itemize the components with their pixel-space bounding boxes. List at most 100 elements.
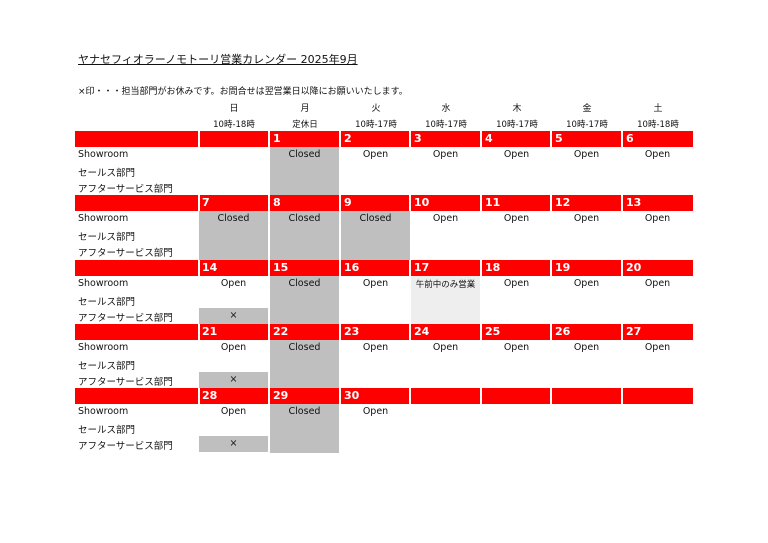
week-bar-divider <box>339 388 341 404</box>
date-number: 24 <box>414 325 430 338</box>
date-number: 14 <box>202 261 218 274</box>
week-bar-divider <box>409 131 411 147</box>
week-bar-divider <box>409 324 411 340</box>
week-bar-divider <box>550 195 552 211</box>
showroom-status: Open <box>220 406 247 417</box>
week-bar-divider <box>621 260 623 276</box>
week-bar-divider <box>480 388 482 404</box>
showroom-status: Closed <box>359 213 392 224</box>
week-bar-divider <box>198 260 200 276</box>
week-bar-divider <box>409 260 411 276</box>
date-number: 21 <box>202 325 218 338</box>
closed-cell <box>270 276 339 325</box>
week-bar-divider <box>198 324 200 340</box>
week-bar-divider <box>550 388 552 404</box>
showroom-status: Open <box>362 278 389 289</box>
row-label: アフターサービス部門 <box>78 248 173 259</box>
date-number: 6 <box>626 132 634 145</box>
row-label: セールス部門 <box>78 425 136 436</box>
day-name-header: 日 <box>229 104 239 114</box>
calendar-title: ヤナセフィオラーノモトーリ営業カレンダー 2025年9月 <box>78 53 358 66</box>
row-label: Showroom <box>78 406 129 417</box>
day-name-header: 水 <box>441 104 451 114</box>
week-bar-divider <box>480 324 482 340</box>
week-header-bar <box>75 324 693 340</box>
showroom-status: Open <box>503 342 530 353</box>
showroom-status: Closed <box>288 149 321 160</box>
after-service-closed-mark: × <box>229 374 238 385</box>
week-bar-divider <box>409 388 411 404</box>
closed-cell <box>341 211 410 260</box>
showroom-status: Open <box>220 342 247 353</box>
showroom-status: Closed <box>288 213 321 224</box>
business-hours-header: 10時-18時 <box>213 120 255 130</box>
showroom-status: Open <box>503 278 530 289</box>
week-bar-divider <box>480 131 482 147</box>
row-label: セールス部門 <box>78 168 136 179</box>
date-number: 27 <box>626 325 642 338</box>
business-hours-header: 10時-17時 <box>355 120 397 130</box>
showroom-status: 午前中のみ営業 <box>415 280 476 290</box>
closed-cell <box>270 211 339 260</box>
week-bar-divider <box>550 131 552 147</box>
after-service-closed-mark: × <box>229 438 238 449</box>
date-number: 8 <box>273 196 281 209</box>
day-name-header: 月 <box>300 104 310 114</box>
week-bar-divider <box>268 388 270 404</box>
week-bar-divider <box>550 324 552 340</box>
day-name-header: 火 <box>371 104 381 114</box>
business-hours-header: 定休日 <box>292 120 318 130</box>
date-number: 10 <box>414 196 430 209</box>
business-hours-header: 10時-17時 <box>425 120 467 130</box>
date-number: 4 <box>485 132 493 145</box>
week-bar-divider <box>550 260 552 276</box>
after-service-closed-cell <box>199 372 268 388</box>
closed-cell <box>199 211 268 260</box>
week-bar-divider <box>268 195 270 211</box>
showroom-status: Open <box>362 342 389 353</box>
showroom-status: Open <box>220 278 247 289</box>
week-bar-divider <box>268 260 270 276</box>
week-bar-divider <box>339 260 341 276</box>
date-number: 9 <box>344 196 352 209</box>
showroom-status: Open <box>362 149 389 160</box>
date-number: 26 <box>555 325 571 338</box>
date-number: 30 <box>344 389 360 402</box>
closed-cell <box>270 340 339 389</box>
date-number: 2 <box>344 132 352 145</box>
showroom-status: Open <box>432 342 459 353</box>
showroom-status: Open <box>644 342 671 353</box>
showroom-status: Closed <box>288 406 321 417</box>
closed-cell <box>270 404 339 453</box>
showroom-status: Closed <box>217 213 250 224</box>
row-label: Showroom <box>78 149 129 160</box>
date-number: 7 <box>202 196 210 209</box>
row-label: セールス部門 <box>78 297 136 308</box>
week-bar-divider <box>339 324 341 340</box>
day-name-header: 土 <box>653 104 663 114</box>
date-number: 1 <box>273 132 281 145</box>
day-name-header: 木 <box>512 104 522 114</box>
showroom-status: Open <box>362 406 389 417</box>
week-bar-divider <box>268 131 270 147</box>
week-header-bar <box>75 195 693 211</box>
week-bar-divider <box>480 260 482 276</box>
week-bar-divider <box>198 195 200 211</box>
date-number: 17 <box>414 261 430 274</box>
row-label: アフターサービス部門 <box>78 441 173 452</box>
date-number: 23 <box>344 325 360 338</box>
row-label: セールス部門 <box>78 232 136 243</box>
week-bar-divider <box>621 131 623 147</box>
business-hours-header: 10時-17時 <box>496 120 538 130</box>
week-bar-divider <box>339 131 341 147</box>
week-bar-divider <box>198 131 200 147</box>
week-bar-divider <box>198 388 200 404</box>
date-number: 13 <box>626 196 642 209</box>
week-bar-divider <box>480 195 482 211</box>
showroom-status: Open <box>432 213 459 224</box>
closed-cell <box>270 147 339 196</box>
week-bar-divider <box>409 195 411 211</box>
showroom-status: Open <box>644 213 671 224</box>
showroom-status: Closed <box>288 342 321 353</box>
showroom-status: Open <box>503 149 530 160</box>
